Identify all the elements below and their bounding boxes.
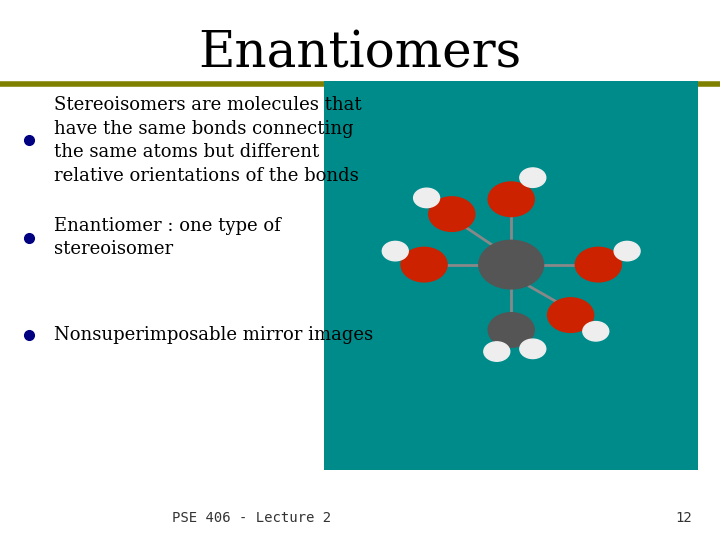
Circle shape: [520, 339, 546, 359]
Circle shape: [382, 241, 408, 261]
Text: Nonsuperimposable mirror images: Nonsuperimposable mirror images: [54, 326, 373, 344]
Circle shape: [582, 322, 609, 341]
Circle shape: [413, 188, 439, 207]
Text: 12: 12: [675, 511, 693, 525]
Circle shape: [488, 182, 534, 217]
Text: Enantiomer : one type of
stereoisomer: Enantiomer : one type of stereoisomer: [54, 217, 281, 259]
Text: PSE 406 - Lecture 2: PSE 406 - Lecture 2: [172, 511, 332, 525]
Bar: [324, 81, 698, 470]
Circle shape: [520, 168, 546, 187]
Text: Stereoisomers are molecules that
have the same bonds connecting
the same atoms b: Stereoisomers are molecules that have th…: [54, 96, 361, 185]
Circle shape: [575, 247, 621, 282]
Circle shape: [428, 197, 475, 231]
Circle shape: [488, 313, 534, 347]
Circle shape: [479, 240, 544, 289]
Circle shape: [484, 342, 510, 361]
Circle shape: [548, 298, 593, 332]
Circle shape: [614, 241, 640, 261]
Text: Enantiomers: Enantiomers: [199, 29, 521, 79]
Circle shape: [401, 247, 447, 282]
